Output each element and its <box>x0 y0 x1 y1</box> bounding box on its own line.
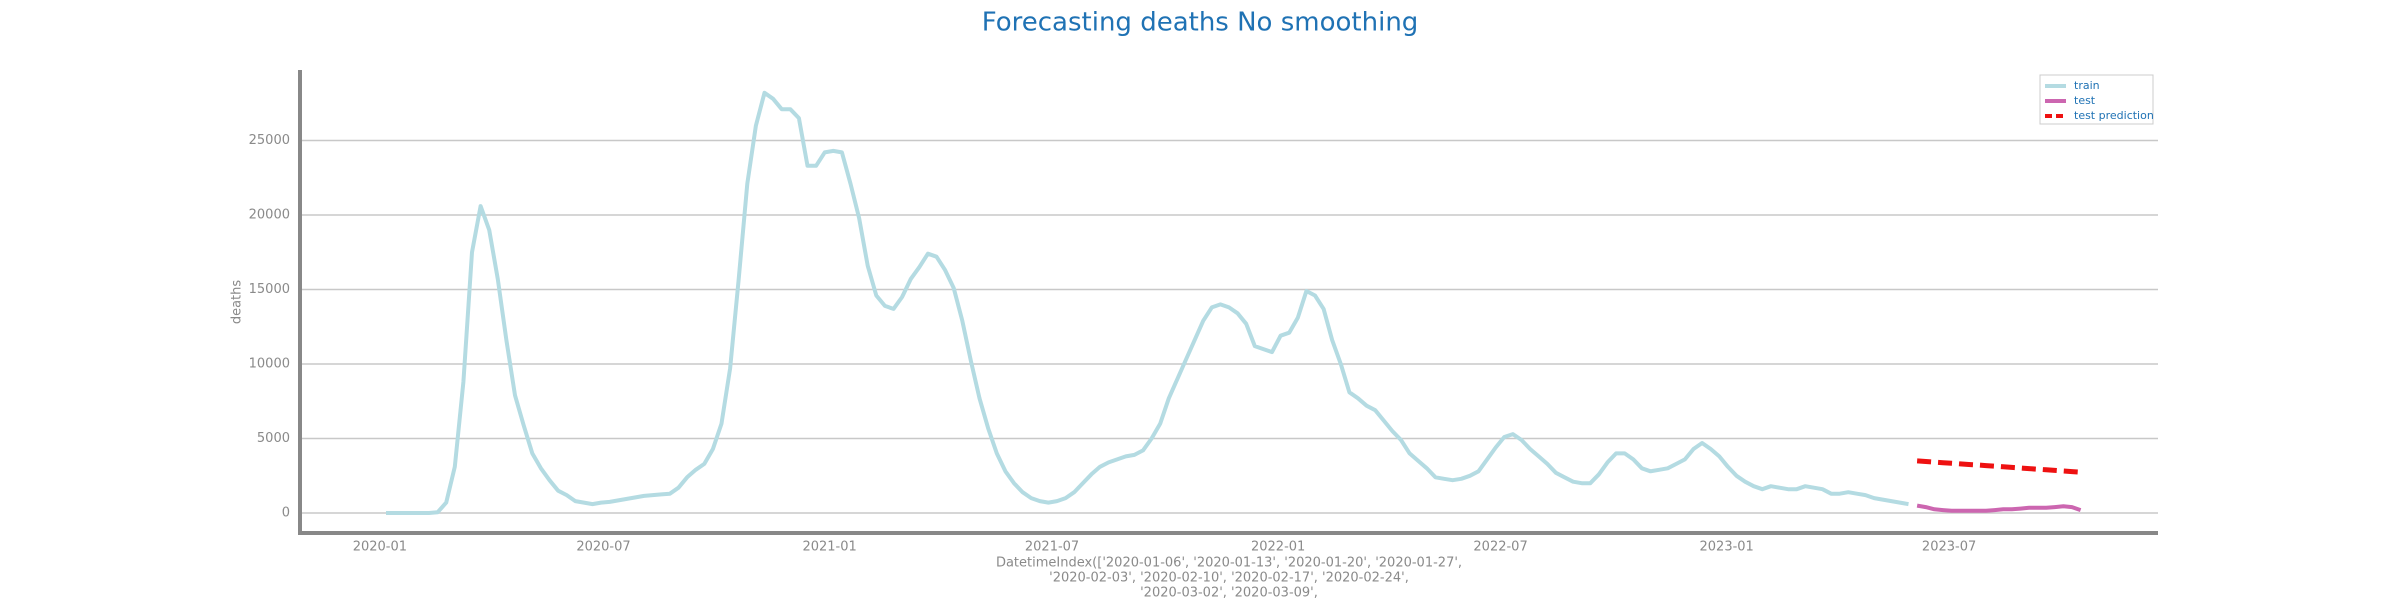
y-tick-label: 5000 <box>257 431 290 446</box>
y-tick-label: 25000 <box>249 133 290 148</box>
y-tick-label: 0 <box>282 506 290 521</box>
y-tick-label: 10000 <box>249 357 290 372</box>
x-axis-label: '2020-03-02', '2020-03-09', <box>1140 586 1318 600</box>
x-axis-label: DatetimeIndex(['2020-01-06', '2020-01-13… <box>996 556 1462 571</box>
x-tick-label: 2023-07 <box>1922 540 1976 555</box>
y-tick-label: 20000 <box>249 207 290 222</box>
line-test-prediction <box>1916 458 2081 475</box>
legend-label: test prediction <box>2074 109 2154 122</box>
x-tick-label: 2020-07 <box>576 540 630 555</box>
x-tick-label: 2023-01 <box>1700 540 1754 555</box>
line-train <box>386 90 1909 515</box>
x-tick-label: 2022-07 <box>1473 540 1527 555</box>
line-test <box>1916 503 2082 513</box>
x-tick-label: 2020-01 <box>353 540 407 555</box>
x-tick-label: 2022-01 <box>1251 540 1305 555</box>
x-tick-label: 2021-07 <box>1025 540 1079 555</box>
chart-title: Forecasting deaths No smoothing <box>982 8 1419 38</box>
y-tick-label: 15000 <box>249 282 290 297</box>
x-axis-label: '2020-02-03', '2020-02-10', '2020-02-17'… <box>1049 571 1409 586</box>
x-tick-label: 2021-01 <box>802 540 856 555</box>
legend-label: test <box>2074 94 2096 107</box>
legend-label: train <box>2074 79 2100 92</box>
y-axis-label: deaths <box>230 280 245 325</box>
